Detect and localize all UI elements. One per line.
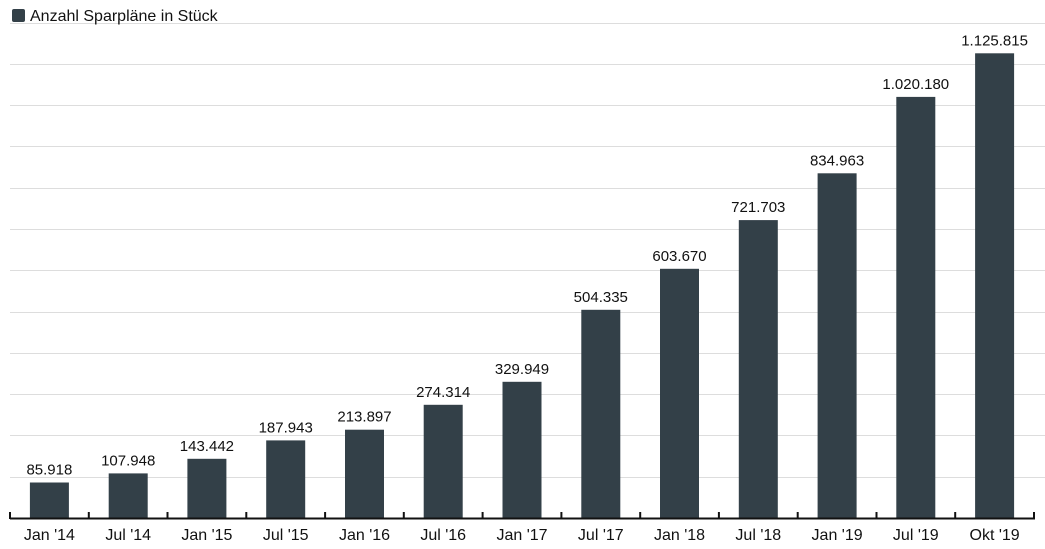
x-tick-label: Jan '16 — [339, 527, 390, 544]
bar — [581, 309, 621, 518]
x-tick-label: Jul '18 — [735, 527, 781, 544]
data-label: 834.963 — [810, 152, 864, 169]
bar — [108, 473, 148, 518]
bar — [266, 440, 306, 518]
x-tick-label: Jan '17 — [496, 527, 547, 544]
bar — [896, 96, 936, 519]
data-label: 1.020.180 — [882, 76, 949, 93]
bar — [187, 458, 227, 518]
x-tick-label: Jul '15 — [263, 527, 309, 544]
bars — [29, 53, 1015, 519]
x-tick-label: Jul '14 — [105, 527, 151, 544]
data-label: 504.335 — [574, 289, 628, 306]
x-tick-label: Jan '19 — [812, 527, 863, 544]
legend: Anzahl Sparpläne in Stück — [12, 8, 219, 25]
x-tick-label: Jul '17 — [578, 527, 624, 544]
data-label: 107.948 — [101, 452, 155, 469]
grid-lines — [10, 23, 1045, 478]
x-tick-label: Okt '19 — [970, 527, 1020, 544]
data-label: 721.703 — [731, 199, 785, 216]
x-tick-label: Jan '18 — [654, 527, 705, 544]
bar — [502, 381, 542, 518]
bar — [738, 220, 778, 518]
data-label: 329.949 — [495, 361, 549, 378]
x-tick-label: Jan '15 — [181, 527, 232, 544]
data-label: 1.125.815 — [961, 32, 1028, 49]
x-axis: Jan '14 Jul '14 Jan '15 Jul '15 Jan '16 Jul '… — [9, 512, 1035, 544]
x-tick-label: Jul '16 — [420, 527, 466, 544]
data-label: 143.442 — [180, 438, 234, 455]
x-tick-label: Jul '19 — [893, 527, 939, 544]
data-label: 274.314 — [416, 384, 470, 401]
bar — [423, 404, 463, 518]
x-tick-label: Jan '14 — [24, 527, 75, 544]
bar — [817, 173, 857, 519]
bar — [345, 429, 384, 518]
bar — [660, 268, 699, 518]
bar — [975, 53, 1015, 519]
data-label: 187.943 — [259, 419, 313, 436]
data-label: 213.897 — [337, 409, 391, 426]
data-label: 603.670 — [652, 248, 706, 265]
bar — [29, 482, 69, 518]
data-labels: 85.918 107.948 143.442 187.943 213.897 274.31… — [26, 32, 1028, 478]
legend-swatch — [12, 9, 25, 22]
legend-label: Anzahl Sparpläne in Stück — [30, 8, 219, 25]
data-label: 85.918 — [26, 462, 72, 479]
